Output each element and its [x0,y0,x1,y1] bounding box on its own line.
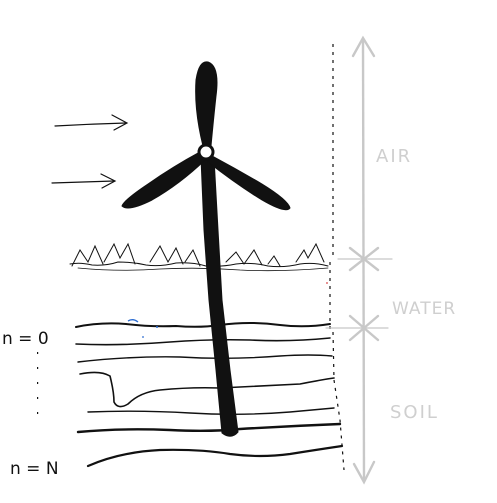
label-n-bottom: n = N [10,459,59,479]
label-water: WATER [392,299,456,319]
soil-layer-line [87,407,335,415]
domain-boundary [329,44,345,471]
wind-turbine-icon [121,61,291,437]
turbine-blade-left [121,151,206,209]
soil-layer-line [86,444,344,468]
soil-layer-line [75,337,331,346]
label-air: AIR [376,146,412,167]
arrow-right-icon [51,173,117,189]
arrow-right-icon [54,114,129,131]
soil-layer-line [79,371,335,408]
water-soil-divider [325,314,389,342]
turbine-hub [197,143,215,161]
air-water-divider [337,246,393,272]
layer-range-arrow [325,35,393,485]
turbine-tower [200,157,239,437]
soil-layer-line [76,422,342,434]
sea-surface-waves [69,242,329,272]
label-n-top: n = 0 [2,329,49,349]
specks [127,282,328,338]
arrow-down-icon [352,460,376,485]
seabed-line [75,322,331,328]
soil-layer-line [77,354,333,363]
wind-arrows [51,114,129,189]
arrow-up-icon [351,35,376,58]
turbine-blade-right [207,155,291,211]
layer-index-dots [37,352,39,414]
soil-layers [75,322,344,468]
turbine-blade-up [195,61,218,147]
label-soil: SOIL [390,402,439,423]
